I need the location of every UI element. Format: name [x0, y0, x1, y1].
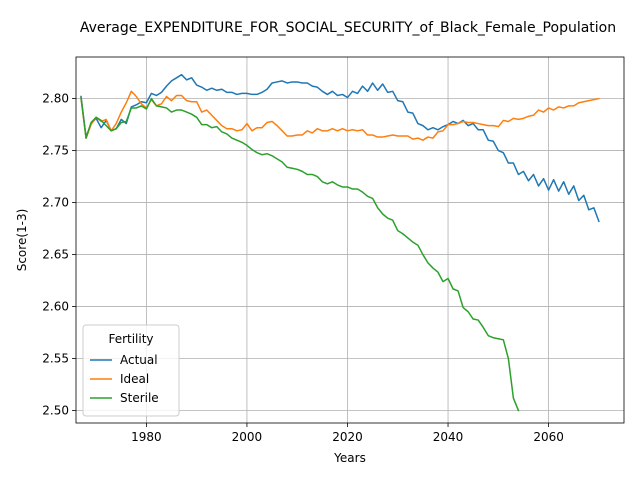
y-tick-label: 2.70 — [42, 196, 69, 210]
y-tick-label: 2.65 — [42, 248, 69, 262]
y-tick-label: 2.60 — [42, 300, 69, 314]
chart-title: Average_EXPENDITURE_FOR_SOCIAL_SECURITY_… — [80, 20, 616, 36]
series-line-actual — [80, 73, 600, 223]
x-tick-label: 2060 — [533, 430, 564, 444]
y-axis-label: Score(1-3) — [15, 209, 29, 272]
plot-area-frame — [75, 56, 625, 424]
legend: Fertility Actual Ideal Sterile — [82, 324, 180, 417]
y-tick-label: 2.75 — [42, 144, 69, 158]
y-tick-label: 2.50 — [42, 404, 69, 418]
axis-ticks: 1980 2000 2020 2040 2060 2.50 2.55 2.60 2.65 2.70… — [42, 92, 564, 444]
legend-title: Fertility — [108, 332, 153, 346]
legend-label-ideal: Ideal — [120, 372, 149, 386]
y-tick-label: 2.55 — [42, 352, 69, 366]
x-tick-label: 2040 — [433, 430, 464, 444]
legend-label-sterile: Sterile — [120, 391, 159, 405]
y-tick-label: 2.80 — [42, 92, 69, 106]
series-line-ideal — [80, 90, 600, 141]
x-tick-label: 1980 — [131, 430, 162, 444]
legend-label-actual: Actual — [120, 353, 158, 367]
x-tick-label: 2000 — [232, 430, 263, 444]
series-lines — [80, 73, 600, 412]
legend-box — [82, 324, 180, 417]
legend-entries: Actual Ideal Sterile — [90, 353, 159, 405]
series-line-sterile — [80, 96, 520, 412]
x-tick-label: 2020 — [332, 430, 363, 444]
grid — [76, 57, 624, 423]
x-axis-label: Years — [333, 451, 366, 465]
